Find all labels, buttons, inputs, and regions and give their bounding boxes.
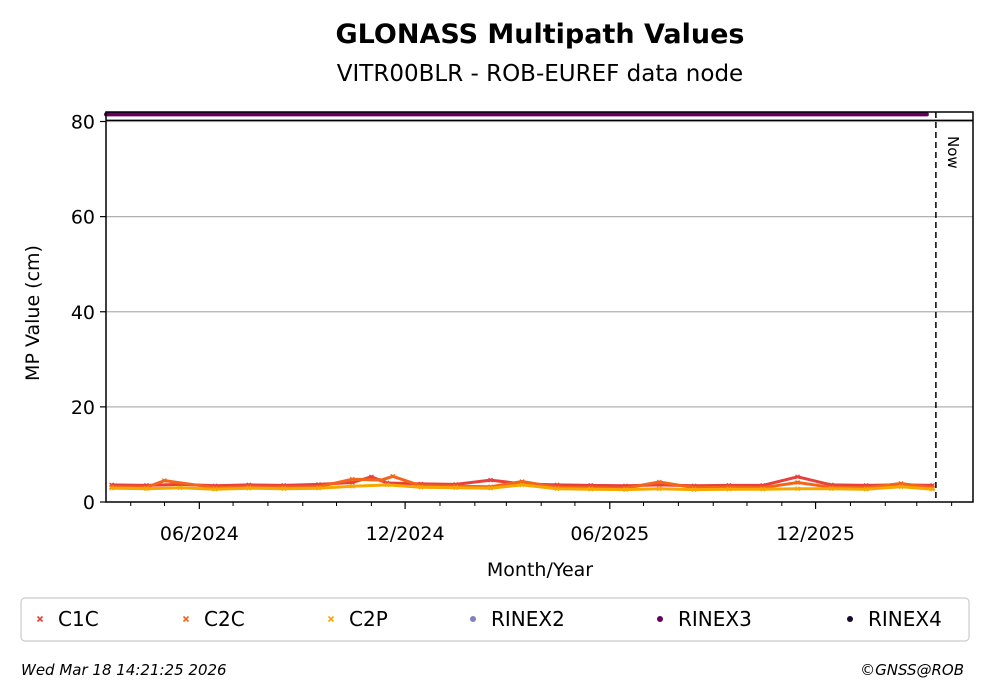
legend-label-rinex3: RINEX3: [678, 607, 752, 631]
grid-lines: [106, 120, 973, 408]
x-tick-label: 06/2024: [160, 523, 239, 545]
series-c2p-point: [554, 486, 560, 492]
series-c2p-point: [828, 486, 834, 492]
legend: C1C C2C C2P RINEX2 RINEX3 RINEX4: [36, 607, 942, 631]
series-c2p-point: [281, 486, 287, 492]
series-c2p-point: [726, 486, 732, 492]
footer-copyright: ©GNSS@ROB: [860, 661, 964, 679]
series-c1c-point: [795, 474, 801, 480]
legend-marker-rinex2: [470, 616, 476, 622]
series-c2p-point: [656, 486, 662, 492]
chart-subtitle: VITR00BLR - ROB-EUREF data node: [337, 61, 743, 87]
series-c1c-point: [488, 477, 494, 483]
legend-box: [20, 597, 970, 642]
y-tick-label: 0: [83, 492, 95, 514]
footer-timestamp: Wed Mar 18 14:21:25 2026: [21, 661, 227, 679]
y-axis-label: MP Value (cm): [22, 245, 44, 381]
y-tick-label: 60: [71, 207, 95, 229]
legend-marker-c1c: [36, 615, 44, 623]
legend-marker-c2p: [327, 615, 335, 623]
series-c2p-point: [519, 482, 525, 488]
series-c2p-point: [109, 485, 115, 491]
chart-title: GLONASS Multipath Values: [335, 19, 744, 50]
legend-marker-c2c: [182, 615, 190, 623]
legend-label-rinex4: RINEX4: [868, 607, 942, 631]
series-c2p-point: [212, 486, 218, 492]
x-axis-label: Month/Year: [487, 559, 593, 581]
legend-label-c2p: C2P: [349, 607, 388, 631]
series-c2c-point: [349, 476, 355, 482]
series-c2c-point: [795, 480, 801, 485]
series-c2p-point: [246, 485, 252, 491]
series-c2c-point: [390, 473, 396, 479]
series-c2c-point: [162, 478, 167, 484]
series-c2p-point: [898, 484, 904, 490]
series-c2p-point: [418, 484, 424, 490]
legend-label-rinex2: RINEX2: [491, 607, 565, 631]
series-c2c-point: [656, 479, 662, 485]
y-tick-label: 80: [71, 112, 95, 134]
series-c2p-point: [316, 485, 321, 491]
series-c2p-point: [795, 486, 801, 492]
series-c2p-point: [349, 483, 355, 489]
now-marker: Now: [935, 112, 962, 502]
x-tick-label: 12/2024: [366, 523, 445, 545]
series-c2p-point: [144, 486, 149, 492]
series-c2p-point: [863, 486, 869, 492]
series-c2c-point: [379, 477, 384, 483]
legend-marker-rinex4: [847, 616, 853, 622]
series-c1c-point: [368, 474, 374, 480]
series-c2p-point: [691, 487, 697, 493]
y-tick-label: 20: [71, 397, 95, 419]
legend-marker-rinex3: [657, 616, 663, 622]
plot-frame: [105, 111, 974, 503]
x-axis: 06/2024 12/2024 06/2025 12/2025: [130, 502, 953, 545]
series-c2p-point: [760, 486, 766, 492]
series-c2p-point: [930, 486, 935, 492]
y-axis: 0 20 40 60 80: [71, 112, 106, 514]
series-c2p-point: [623, 487, 628, 493]
series-c2p-point: [453, 485, 459, 491]
legend-label-c1c: C1C: [58, 607, 99, 631]
x-tick-label: 06/2025: [570, 523, 649, 545]
legend-label-c2c: C2C: [204, 607, 245, 631]
now-label: Now: [944, 136, 962, 169]
series-c2p-point: [384, 482, 390, 488]
y-tick-label: 40: [71, 302, 95, 324]
series-c1c-trace: [111, 475, 933, 488]
data-points: [104, 112, 935, 493]
x-tick-label: 12/2025: [776, 523, 855, 545]
series-c2p-point: [588, 486, 594, 492]
series-c2p-point: [488, 485, 494, 491]
series-c2p-point: [177, 485, 183, 491]
